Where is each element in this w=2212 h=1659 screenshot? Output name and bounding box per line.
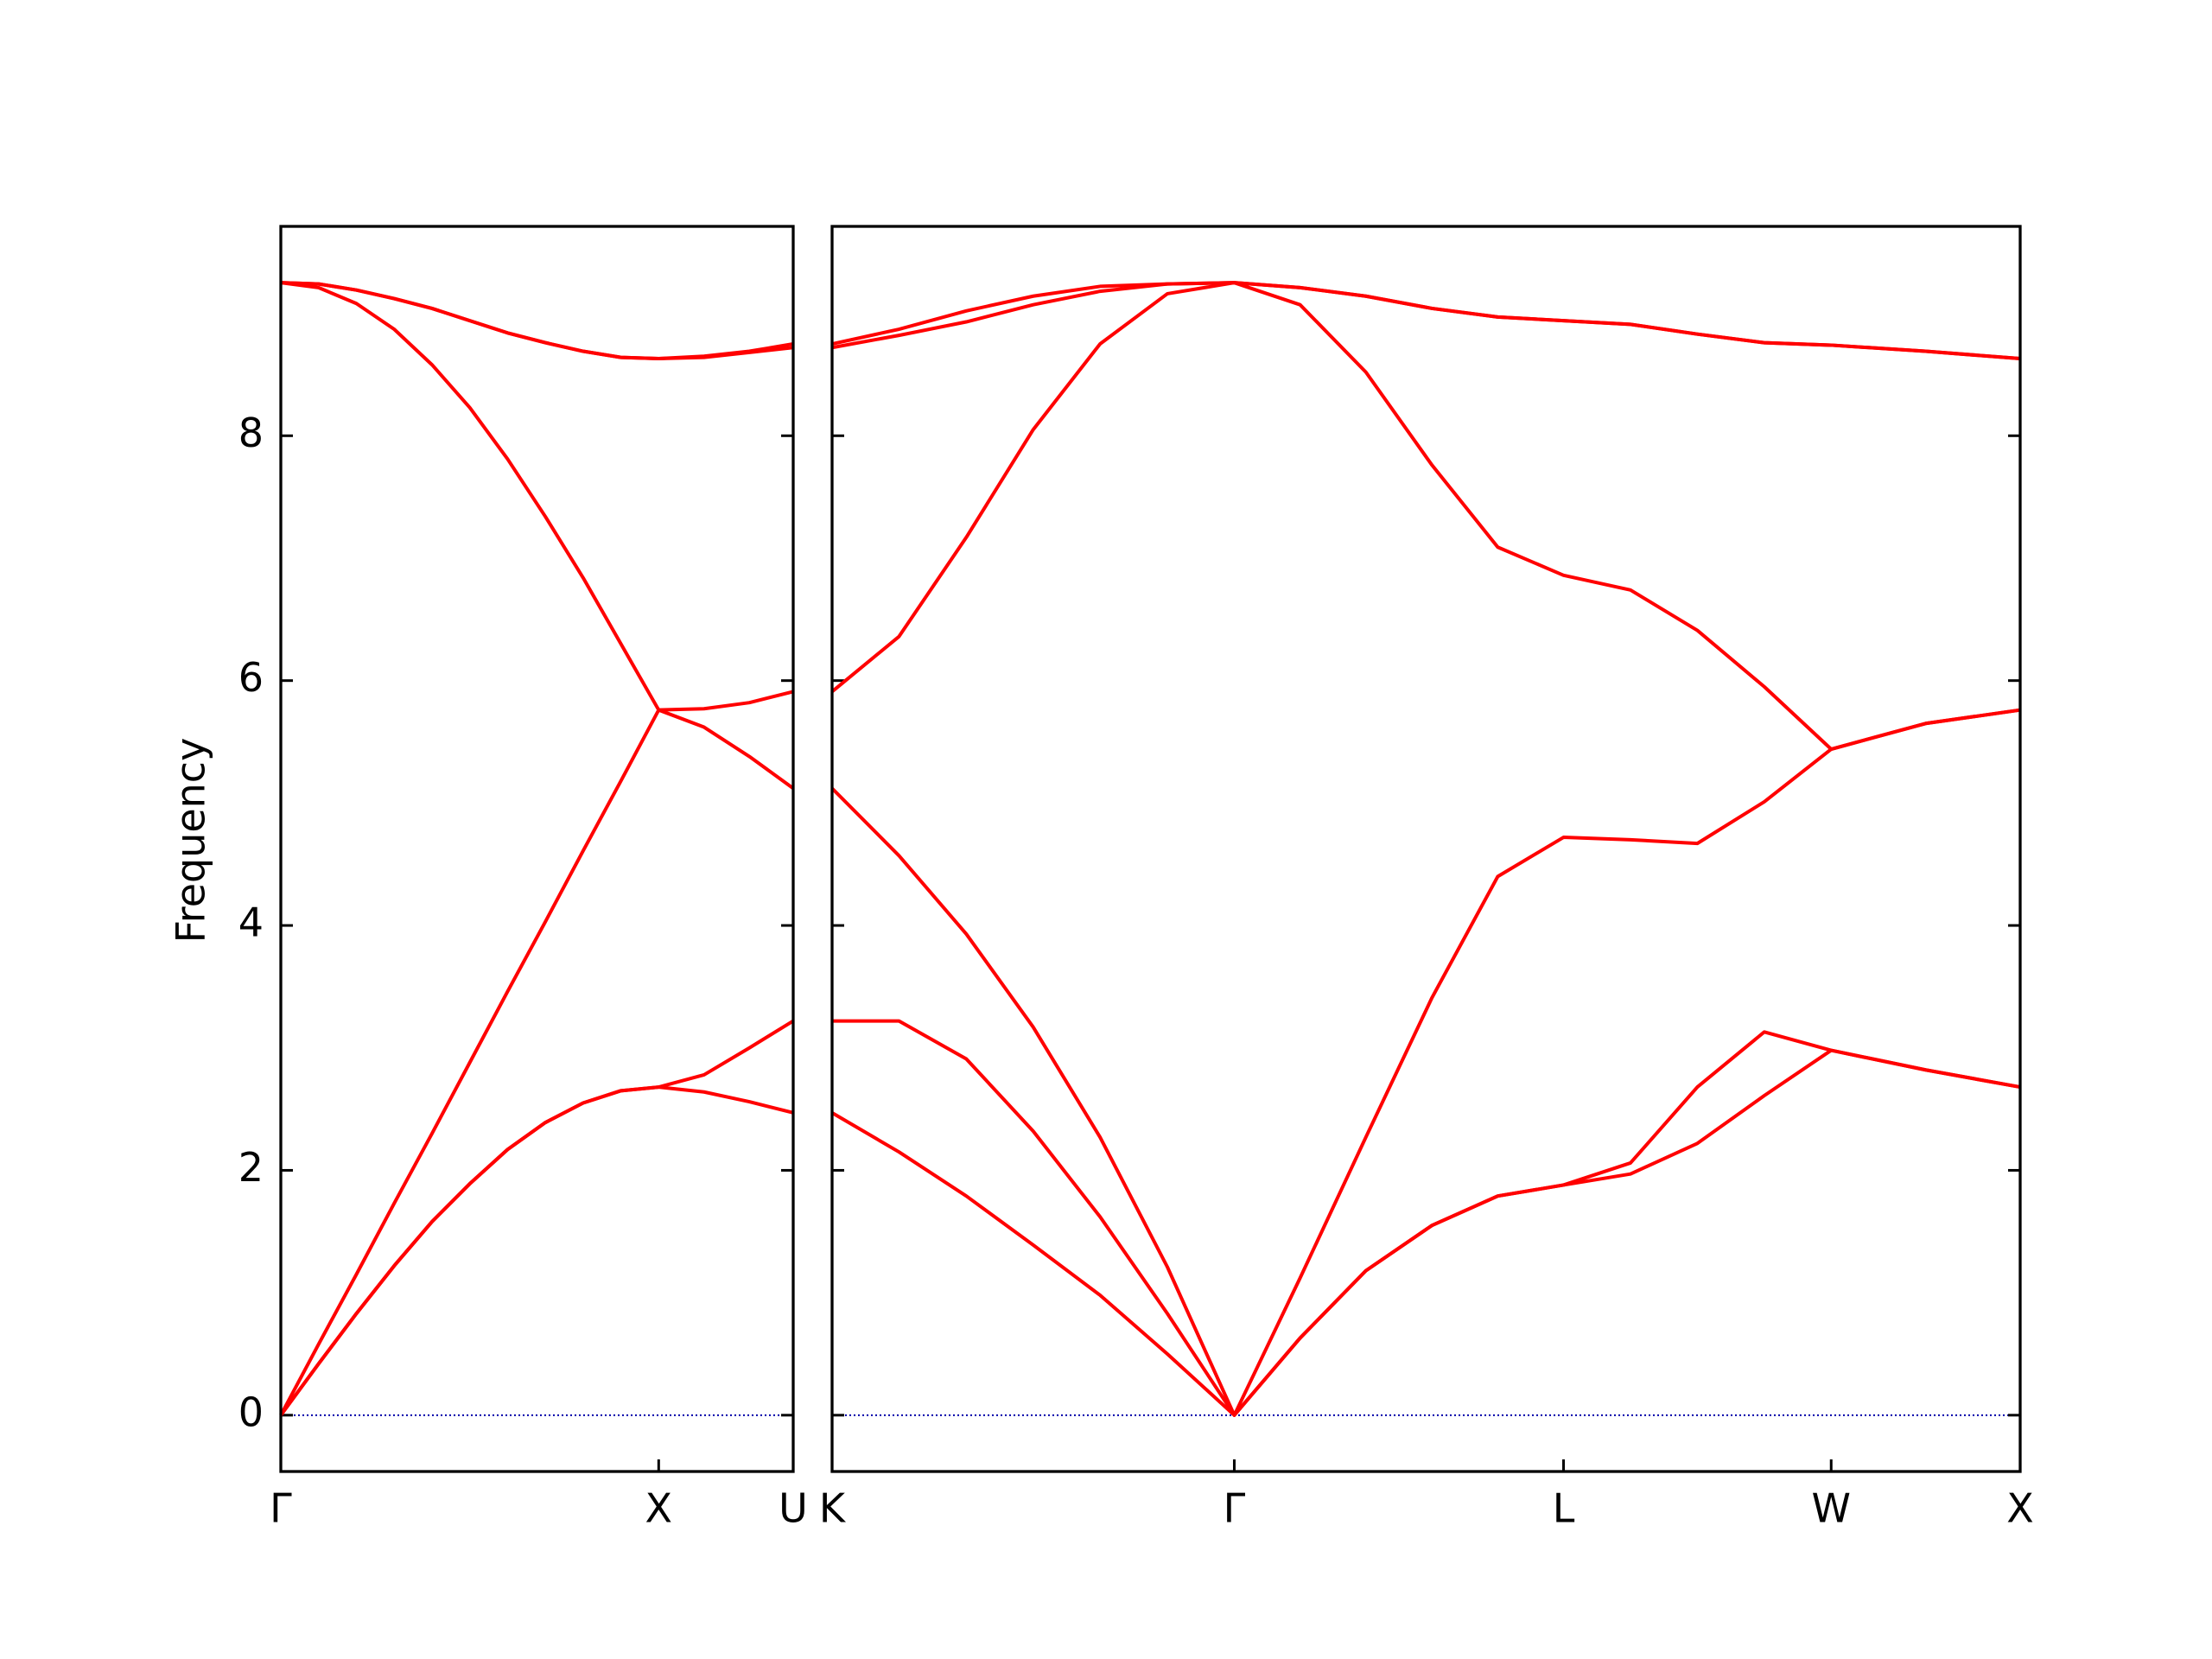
y-tick-label: 6 [238, 654, 264, 701]
band-line [830, 708, 2021, 1417]
y-tick-label: 8 [238, 410, 264, 456]
band-line [832, 1019, 2021, 1417]
x-tick-label: W [1812, 1485, 1851, 1532]
band-line [831, 281, 2021, 361]
x-tick-label: X [2006, 1485, 2034, 1532]
band-line [279, 1085, 794, 1417]
x-tick-label: X [645, 1485, 673, 1532]
x-tick-label: U [779, 1485, 808, 1532]
plot-frame [279, 225, 795, 1473]
band-line [280, 281, 794, 361]
band-line [279, 708, 795, 1416]
y-axis-label: Frequency [168, 738, 214, 944]
x-tick-label: L [1553, 1485, 1575, 1532]
x-tick-label: K [819, 1485, 847, 1532]
y-tick-label: 4 [238, 899, 264, 946]
band-line [280, 281, 794, 361]
y-tick-label: 0 [238, 1389, 264, 1435]
band-line [830, 281, 2021, 752]
x-tick-label: Γ [1224, 1485, 1246, 1532]
plot-frame [830, 225, 2022, 1473]
band-line [279, 1019, 795, 1417]
band-line [280, 281, 794, 712]
y-tick-label: 2 [238, 1144, 264, 1191]
x-tick-label: Γ [270, 1485, 292, 1532]
